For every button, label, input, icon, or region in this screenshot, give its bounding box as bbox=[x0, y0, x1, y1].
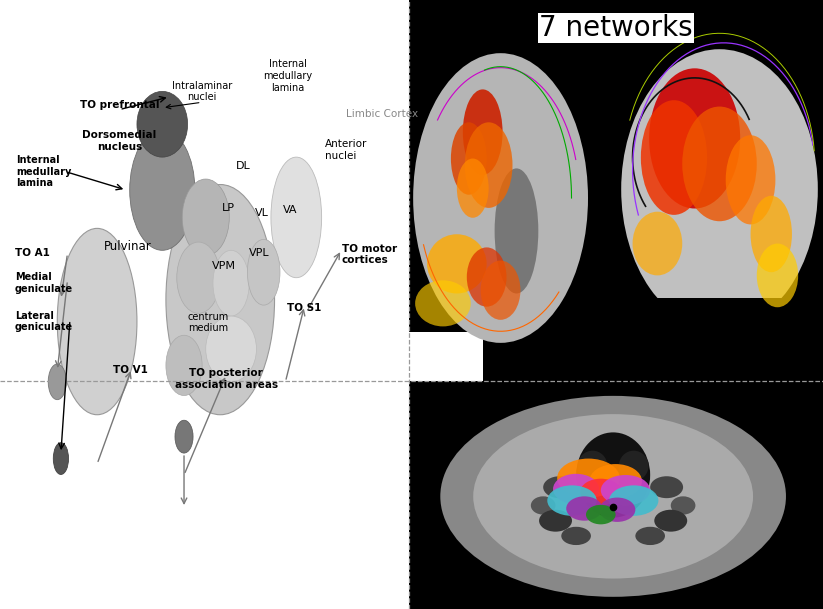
Ellipse shape bbox=[166, 185, 275, 415]
Ellipse shape bbox=[531, 496, 556, 515]
Ellipse shape bbox=[415, 280, 471, 326]
Ellipse shape bbox=[547, 485, 597, 516]
Ellipse shape bbox=[53, 443, 68, 474]
Ellipse shape bbox=[543, 476, 576, 498]
Ellipse shape bbox=[440, 396, 786, 597]
Ellipse shape bbox=[248, 239, 280, 305]
Bar bbox=[658, 298, 792, 355]
Ellipse shape bbox=[619, 451, 649, 481]
Ellipse shape bbox=[557, 459, 620, 498]
Ellipse shape bbox=[589, 464, 642, 498]
Ellipse shape bbox=[213, 250, 249, 316]
Text: Dorsomedial
nucleus: Dorsomedial nucleus bbox=[82, 130, 156, 152]
Text: DL: DL bbox=[235, 161, 250, 171]
Text: Internal
medullary
lamina: Internal medullary lamina bbox=[263, 59, 313, 93]
Ellipse shape bbox=[137, 91, 188, 157]
Ellipse shape bbox=[553, 474, 599, 504]
Ellipse shape bbox=[649, 68, 740, 208]
Text: 7 networks: 7 networks bbox=[539, 14, 693, 42]
Ellipse shape bbox=[633, 212, 682, 275]
Ellipse shape bbox=[58, 228, 137, 415]
Ellipse shape bbox=[566, 496, 602, 521]
Text: Pulvinar: Pulvinar bbox=[104, 240, 151, 253]
Ellipse shape bbox=[586, 505, 616, 524]
Text: Internal
medullary
lamina: Internal medullary lamina bbox=[16, 155, 72, 188]
Ellipse shape bbox=[206, 316, 257, 382]
Text: Intralaminar
nuclei: Intralaminar nuclei bbox=[171, 81, 232, 102]
Ellipse shape bbox=[473, 414, 753, 579]
Ellipse shape bbox=[175, 420, 193, 453]
Ellipse shape bbox=[601, 475, 650, 505]
Ellipse shape bbox=[413, 53, 588, 343]
Ellipse shape bbox=[451, 122, 486, 195]
Ellipse shape bbox=[427, 234, 486, 294]
Bar bbox=[0, 0, 409, 609]
Text: LP: LP bbox=[222, 203, 235, 213]
Text: Anterior
nuclei: Anterior nuclei bbox=[325, 139, 367, 161]
Ellipse shape bbox=[654, 510, 687, 532]
Bar bbox=[409, 332, 483, 381]
Ellipse shape bbox=[271, 157, 322, 278]
Ellipse shape bbox=[576, 432, 650, 518]
Text: TO prefrontal: TO prefrontal bbox=[80, 100, 159, 110]
Ellipse shape bbox=[467, 247, 506, 307]
Text: Limbic Cortex: Limbic Cortex bbox=[346, 110, 418, 119]
Bar bbox=[409, 0, 823, 609]
Ellipse shape bbox=[495, 169, 538, 294]
Ellipse shape bbox=[609, 485, 658, 516]
Ellipse shape bbox=[635, 527, 665, 545]
Text: TO A1: TO A1 bbox=[15, 248, 49, 258]
Ellipse shape bbox=[49, 364, 67, 400]
Ellipse shape bbox=[671, 496, 695, 515]
Text: TO S1: TO S1 bbox=[287, 303, 322, 313]
Text: Lateral
geniculate: Lateral geniculate bbox=[15, 311, 73, 333]
Ellipse shape bbox=[561, 527, 591, 545]
Ellipse shape bbox=[726, 135, 775, 225]
Text: Medial
geniculate: Medial geniculate bbox=[15, 272, 73, 294]
Ellipse shape bbox=[166, 335, 202, 396]
Ellipse shape bbox=[641, 100, 707, 215]
Text: TO posterior
association areas: TO posterior association areas bbox=[174, 368, 278, 390]
Ellipse shape bbox=[457, 158, 489, 218]
Ellipse shape bbox=[177, 242, 221, 313]
Text: VPL: VPL bbox=[249, 248, 270, 258]
Text: centrum
medium: centrum medium bbox=[188, 312, 229, 333]
Ellipse shape bbox=[463, 90, 503, 175]
Ellipse shape bbox=[481, 261, 520, 320]
Ellipse shape bbox=[182, 179, 230, 256]
Ellipse shape bbox=[621, 49, 818, 329]
Ellipse shape bbox=[599, 498, 635, 522]
Ellipse shape bbox=[465, 122, 513, 208]
Ellipse shape bbox=[539, 510, 572, 532]
Ellipse shape bbox=[580, 479, 621, 505]
Ellipse shape bbox=[751, 195, 792, 272]
Ellipse shape bbox=[578, 451, 607, 481]
Ellipse shape bbox=[650, 476, 683, 498]
Text: VPM: VPM bbox=[212, 261, 236, 270]
Text: VL: VL bbox=[255, 208, 268, 218]
Text: VA: VA bbox=[282, 205, 297, 215]
Ellipse shape bbox=[130, 130, 195, 250]
Ellipse shape bbox=[757, 244, 798, 308]
Text: TO motor
cortices: TO motor cortices bbox=[342, 244, 397, 266]
Ellipse shape bbox=[682, 107, 757, 221]
Text: TO V1: TO V1 bbox=[113, 365, 147, 375]
